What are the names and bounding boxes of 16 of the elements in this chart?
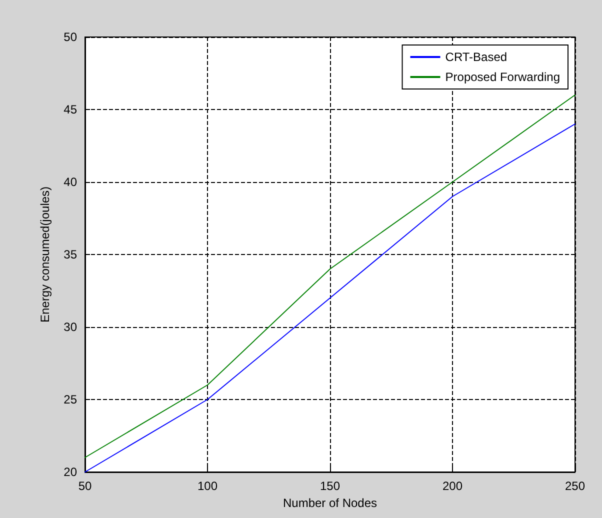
- x-tick-label: 150: [320, 479, 340, 493]
- y-tick-label: 20: [64, 465, 78, 479]
- y-tick-label: 40: [64, 175, 78, 189]
- legend-label: CRT-Based: [445, 50, 508, 64]
- y-tick-label: 45: [64, 102, 78, 116]
- x-tick-label: 100: [197, 479, 218, 493]
- x-tick-label: 200: [442, 479, 463, 493]
- legend-label: Proposed Forwarding: [445, 70, 560, 84]
- x-tick-label: 250: [564, 479, 586, 493]
- x-axis-title: Number of Nodes: [282, 496, 378, 510]
- y-tick-label: 30: [64, 320, 78, 334]
- y-tick-label: 50: [64, 30, 78, 44]
- y-tick-label: 25: [64, 392, 78, 406]
- y-axis-title: Energy consumed(joules): [38, 186, 52, 323]
- x-tick-label: 50: [78, 479, 92, 493]
- y-tick-label: 35: [64, 248, 78, 262]
